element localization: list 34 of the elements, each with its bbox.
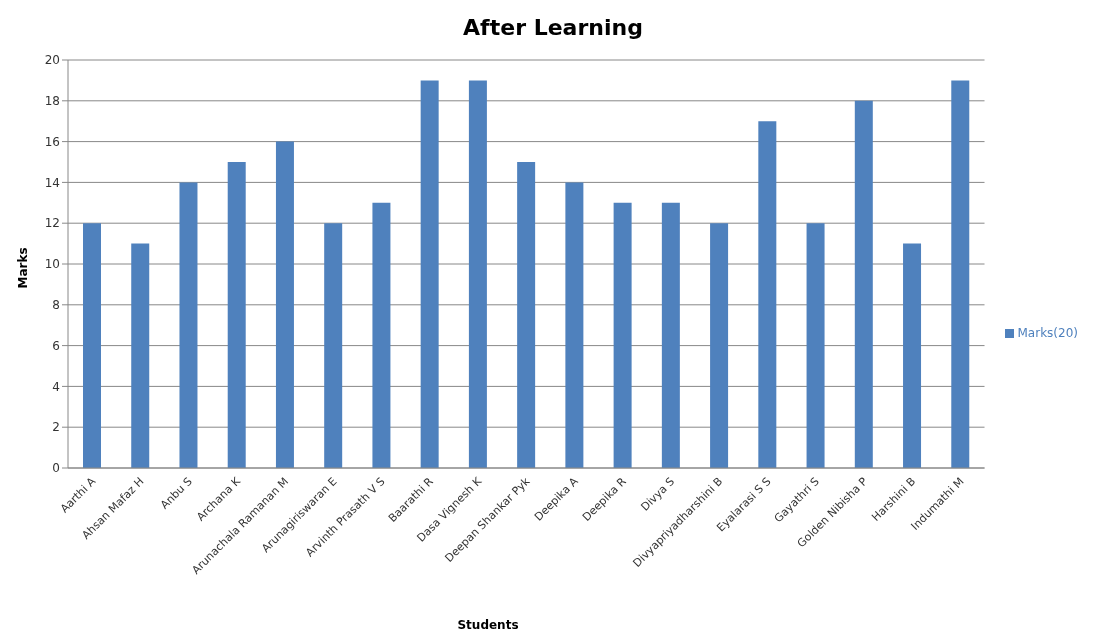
bar — [131, 243, 150, 468]
bar — [758, 121, 777, 468]
y-tick-label: 14 — [44, 175, 60, 190]
y-tick-label: 12 — [44, 216, 60, 231]
bar — [951, 80, 970, 468]
y-axis-title: Marks — [16, 247, 30, 289]
y-tick-label: 0 — [52, 461, 60, 476]
bar — [83, 223, 101, 468]
y-tick-label: 10 — [44, 257, 60, 272]
bar — [517, 162, 536, 468]
bar — [903, 243, 922, 468]
x-axis-title: Students — [456, 618, 520, 632]
y-tick-label: 16 — [44, 134, 60, 149]
bar — [372, 202, 391, 468]
bar — [227, 162, 246, 468]
bar — [324, 223, 343, 468]
y-tick-label: 20 — [44, 53, 60, 68]
bar — [420, 80, 439, 468]
bar — [710, 223, 729, 468]
bar — [468, 80, 487, 468]
bar — [661, 202, 680, 468]
bar — [806, 223, 825, 468]
legend-label: Marks(20) — [1017, 326, 1078, 340]
bar — [854, 100, 873, 468]
bar — [565, 182, 584, 468]
chart-title: After Learning — [462, 14, 644, 42]
y-tick-label: 4 — [52, 379, 60, 394]
y-tick-label: 2 — [52, 420, 60, 435]
y-tick-label: 18 — [44, 94, 60, 109]
y-tick-label: 8 — [52, 298, 60, 313]
bar — [275, 141, 294, 468]
bar — [179, 182, 198, 468]
y-tick-label: 6 — [52, 338, 60, 353]
bar — [613, 202, 632, 468]
